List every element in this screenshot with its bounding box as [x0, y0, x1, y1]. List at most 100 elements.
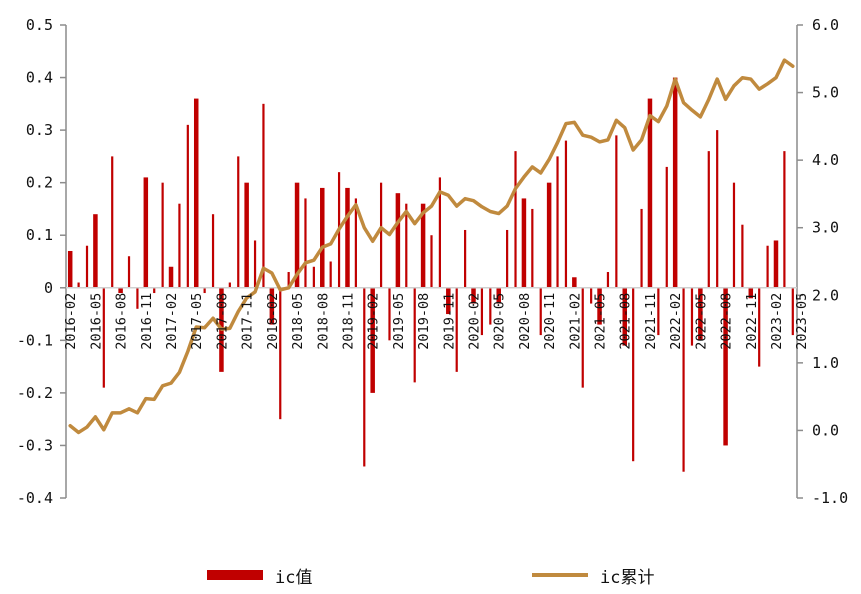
x-tick-label: 2020-05 [492, 293, 508, 350]
ic-bar [136, 287, 139, 309]
ic-bar [320, 187, 325, 288]
ic-bar [640, 208, 643, 288]
ic-bar [496, 287, 501, 304]
left-y-tick-label: 0.1 [26, 226, 53, 244]
x-tick-label: 2020-08 [517, 293, 533, 350]
x-tick-label: 2020-02 [467, 293, 483, 350]
ic-bar [581, 287, 584, 388]
right-y-axis-ticks: 6.0 5.0 4.0 3.0 2.0 1.0 0.0 -1.0 [797, 16, 848, 507]
ic-bar [783, 151, 786, 288]
ic-bar [539, 287, 542, 336]
ic-bar [143, 177, 149, 288]
ic-bar [707, 151, 710, 288]
axes [65, 25, 798, 498]
ic-bar [186, 124, 189, 288]
ic-bar [464, 229, 467, 288]
ic-bar [690, 287, 694, 346]
ic-bar [716, 130, 719, 288]
ic-bar [279, 287, 282, 420]
x-tick-label: 2019-05 [391, 293, 407, 350]
left-y-tick-label: 0.2 [26, 174, 53, 192]
x-axis-ticks: 2016-02 2016-05 2016-08 2016-11 2017-02 2017-… [63, 293, 810, 350]
left-y-tick-label: 0.3 [26, 121, 53, 139]
x-tick-label: 2019-08 [416, 293, 432, 350]
ic-bar [287, 272, 290, 288]
ic-bar [698, 287, 703, 341]
x-tick-label: 2016-11 [139, 293, 155, 350]
ic-bar [237, 156, 240, 288]
right-y-tick-label: 4.0 [812, 151, 839, 169]
ic-bar [228, 282, 231, 288]
x-tick-label: 2020-11 [542, 293, 558, 350]
ic-bar [723, 287, 728, 446]
ic-bar [168, 266, 174, 288]
right-y-tick-label: 0.0 [812, 421, 839, 439]
right-y-tick-label: 2.0 [812, 286, 839, 304]
x-tick-label: 2022-08 [719, 293, 735, 350]
x-tick-label: 2016-08 [114, 293, 130, 350]
ic-bar [647, 98, 653, 288]
ic-bar [312, 266, 315, 288]
ic-bar [758, 287, 761, 367]
ic-bar [514, 151, 517, 288]
ic-bar [363, 287, 366, 467]
ic-bar [127, 256, 131, 288]
ic-bar [682, 287, 685, 472]
legend-bar-swatch [207, 570, 263, 580]
ic-bar [153, 287, 156, 294]
x-tick-label: 2022-11 [744, 293, 760, 350]
ic-cumulative-line-group [68, 58, 795, 435]
ic-bar [521, 198, 527, 288]
ic-bar [102, 287, 105, 388]
ic-bar [546, 182, 552, 288]
ic-bar [329, 261, 332, 288]
ic-bar [430, 235, 433, 288]
ic-bars [67, 77, 794, 472]
ic-bar [615, 135, 618, 288]
ic-bar [388, 287, 391, 341]
x-tick-label: 2017-08 [214, 293, 230, 350]
ic-bar [791, 287, 794, 336]
ic-bar [665, 166, 668, 288]
ic-bar [178, 203, 181, 288]
ic-bar [672, 77, 678, 288]
ic-bar [506, 229, 509, 288]
ic-bar [471, 287, 476, 304]
ic-bar [632, 287, 635, 462]
left-y-tick-label: 0 [44, 279, 53, 297]
x-tick-label: 2018-02 [265, 293, 281, 350]
ic-cumulative-line [68, 58, 795, 435]
ic-bar [455, 287, 458, 372]
ic-bar [773, 240, 779, 288]
x-tick-label: 2019-11 [441, 293, 457, 350]
x-tick-label: 2018-05 [290, 293, 306, 350]
x-tick-label: 2019-02 [366, 293, 382, 350]
left-y-tick-label: 0.4 [26, 69, 53, 87]
ic-bar [438, 177, 441, 288]
ic-bar [244, 182, 249, 288]
ic-bar [77, 282, 80, 288]
left-y-tick-label: 0.5 [26, 16, 53, 34]
left-y-tick-label: -0.4 [17, 489, 53, 507]
right-y-tick-label: 6.0 [812, 16, 839, 34]
ic-bar [67, 250, 73, 288]
x-tick-label: 2018-08 [315, 293, 331, 350]
x-tick-label: 2017-02 [164, 293, 180, 350]
ic-bar [294, 182, 300, 288]
x-tick-label: 2017-05 [189, 293, 205, 350]
ic-bar [766, 245, 769, 288]
ic-bar [606, 272, 610, 288]
x-tick-label: 2021-11 [643, 293, 659, 350]
legend-ic-value-label: ic值 [275, 567, 313, 588]
legend-ic-cumulative: ic累计 [532, 560, 654, 590]
ic-bar [420, 203, 426, 288]
x-tick-label: 2021-05 [593, 293, 609, 350]
x-tick-label: 2022-02 [668, 293, 684, 350]
ic-bar [597, 287, 602, 325]
right-y-tick-label: -1.0 [812, 489, 848, 507]
ic-bar [572, 277, 577, 288]
ic-bar [118, 287, 123, 294]
ic-bar [622, 287, 627, 346]
x-tick-label: 2017-11 [240, 293, 256, 350]
